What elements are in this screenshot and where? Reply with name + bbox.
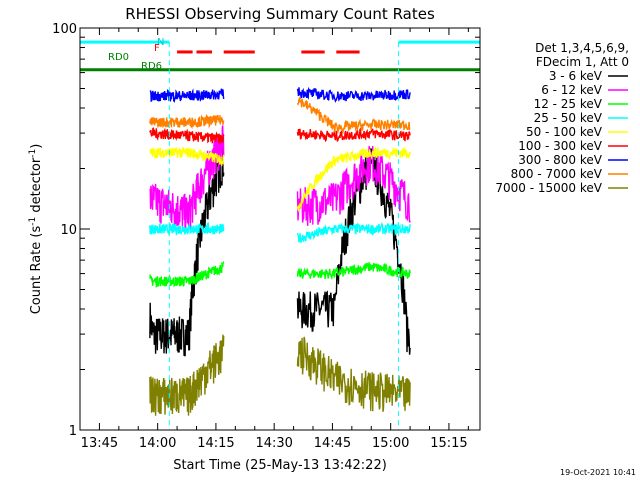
legend-label-3: 25 - 50 keV	[534, 111, 603, 125]
y-tick-label-0: 1	[69, 424, 77, 439]
y-axis-label: Count Rate (s-1 detector-1)	[28, 144, 44, 315]
legend-label-7: 800 - 7000 keV	[511, 167, 603, 181]
x-tick-label-0: 13:45	[81, 436, 118, 451]
annotation-rd6: RD6	[141, 61, 162, 72]
x-tick-label-4: 14:45	[314, 436, 351, 451]
series-layer	[149, 86, 411, 416]
timestamp: 19-Oct-2021 10:41	[560, 468, 636, 477]
series-line-5-seg-1	[296, 126, 411, 143]
legend-label-0: 3 - 6 keV	[549, 69, 603, 83]
chart-title: RHESSI Observing Summary Count Rates	[125, 5, 435, 23]
series-line-1-seg-0	[149, 125, 225, 232]
series-line-2-seg-1	[296, 262, 411, 281]
annotation-f: F	[154, 43, 160, 54]
series-line-0-seg-1	[296, 147, 411, 355]
flag-layer	[80, 40, 480, 430]
legend-label-4: 50 - 100 keV	[526, 125, 603, 139]
series-line-8-seg-1	[296, 336, 411, 412]
series-line-6-seg-1	[296, 86, 411, 104]
series-line-5-seg-0	[149, 127, 225, 144]
legend-header-line-2: FDecim 1, Att 0	[536, 55, 629, 69]
x-tick-label-5: 15:00	[372, 436, 409, 451]
legend-label-2: 12 - 25 keV	[534, 97, 603, 111]
series-line-0-seg-0	[149, 146, 225, 357]
legend-label-5: 100 - 300 keV	[518, 139, 602, 153]
legend-label-6: 300 - 800 keV	[518, 153, 602, 167]
legend-label-1: 6 - 12 keV	[541, 83, 603, 97]
y-axis-label-sup2: -1	[28, 149, 38, 158]
y-tick-label-2: 100	[52, 22, 77, 37]
series-line-2-seg-0	[149, 260, 225, 289]
x-tick-label-2: 14:15	[197, 436, 234, 451]
series-line-4-seg-1	[296, 145, 411, 213]
y-axis-label-sup: -1	[28, 217, 38, 226]
series-line-4-seg-0	[149, 146, 225, 167]
legend-header-line-1: Det 1,3,4,5,6,9,	[535, 41, 629, 55]
tick-layer: 13:45 14:00 14:15 14:30 14:45 15:00 15:15 1 10 10…	[52, 22, 480, 451]
legend-label-8: 7000 - 15000 keV	[495, 181, 602, 195]
legend: Det 1,3,4,5,6,9, FDecim 1, Att 0 3 - 6 k…	[495, 41, 629, 195]
x-tick-label-3: 14:30	[255, 436, 292, 451]
annotation-n: N	[157, 37, 164, 48]
x-tick-label-1: 14:00	[139, 436, 176, 451]
series-line-8-seg-0	[149, 334, 225, 416]
series-line-1-seg-1	[296, 145, 411, 226]
series-line-7-seg-0	[149, 113, 225, 130]
annotation-rd0: RD0	[108, 52, 129, 63]
series-line-3-seg-1	[296, 221, 411, 243]
y-axis-label-mid: detector	[29, 157, 44, 217]
y-axis-label-end: )	[29, 144, 44, 149]
x-axis-label: Start Time (25-May-13 13:42:22)	[173, 458, 387, 473]
y-tick-label-1: 10	[60, 223, 77, 238]
series-line-3-seg-0	[149, 221, 225, 237]
x-tick-label-6: 15:15	[430, 436, 467, 451]
series-line-6-seg-0	[149, 88, 225, 104]
series-line-7-seg-1	[296, 96, 411, 135]
y-axis-label-start: Count Rate (s	[29, 226, 44, 315]
